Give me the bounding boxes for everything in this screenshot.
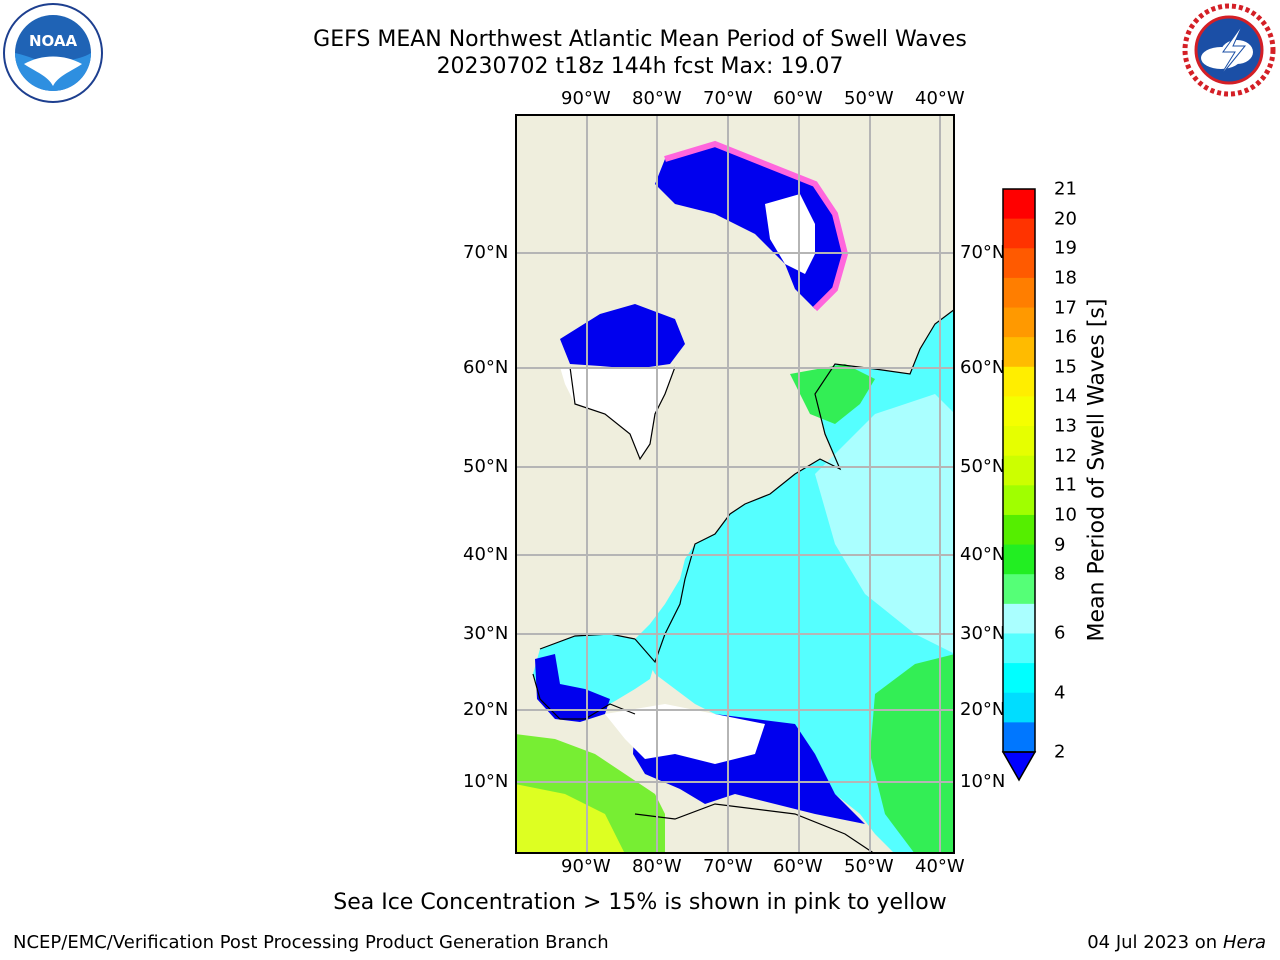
colorbar-title: Mean Period of Swell Waves [s] bbox=[1084, 298, 1110, 642]
lon-label-top: 70°W bbox=[703, 88, 753, 109]
footer-date-text: 04 Jul 2023 on bbox=[1087, 932, 1223, 953]
lon-label-bottom: 90°W bbox=[561, 856, 611, 877]
labrador-sea-green bbox=[790, 364, 875, 424]
lon-label-bottom: 60°W bbox=[773, 856, 823, 877]
hudson-bay bbox=[560, 304, 685, 369]
footer-date: 04 Jul 2023 on Hera bbox=[1087, 932, 1266, 953]
subtropical-light-cyan bbox=[815, 394, 955, 654]
colorbar-tick-label: 14 bbox=[1054, 385, 1077, 407]
colorbar-segment bbox=[1003, 692, 1035, 723]
colorbar-segment bbox=[1003, 218, 1035, 249]
colorbar-tick-label: 17 bbox=[1054, 297, 1077, 319]
colorbar-extend-triangle bbox=[1001, 751, 1037, 782]
colorbar-tick-label: 16 bbox=[1054, 326, 1077, 348]
lon-label-top: 50°W bbox=[844, 88, 894, 109]
nws-emblem-icon bbox=[1181, 2, 1277, 98]
nws-logo bbox=[1179, 0, 1279, 100]
colorbar-segment bbox=[1003, 603, 1035, 634]
colorbar-segment bbox=[1003, 663, 1035, 694]
footer-credit: NCEP/EMC/Verification Post Processing Pr… bbox=[13, 932, 609, 953]
lat-label-left: 40°N bbox=[463, 544, 509, 565]
map-frame bbox=[515, 114, 955, 854]
colorbar-tick-label: 8 bbox=[1054, 563, 1066, 585]
hudson-bay-ice bbox=[560, 367, 675, 459]
colorbar-segment bbox=[1003, 396, 1035, 427]
lon-label-bottom: 40°W bbox=[915, 856, 965, 877]
colorbar-tick-label: 2 bbox=[1054, 741, 1066, 763]
colorbar-segment bbox=[1003, 544, 1035, 575]
lon-label-bottom: 50°W bbox=[844, 856, 894, 877]
colorbar-tick-label: 9 bbox=[1054, 534, 1066, 556]
lat-label-right: 20°N bbox=[960, 699, 1006, 720]
lat-label-left: 10°N bbox=[463, 771, 509, 792]
colorbar-tick-label: 6 bbox=[1054, 622, 1066, 644]
chart-title: GEFS MEAN Northwest Atlantic Mean Period… bbox=[0, 26, 1280, 80]
colorbar-segment bbox=[1003, 455, 1035, 486]
colorbar-tick-label: 10 bbox=[1054, 504, 1077, 526]
colorbar-segment bbox=[1003, 307, 1035, 338]
tropical-atlantic-green bbox=[870, 654, 955, 854]
lon-label-top: 40°W bbox=[915, 88, 965, 109]
title-line-1: GEFS MEAN Northwest Atlantic Mean Period… bbox=[313, 27, 967, 52]
lat-label-left: 50°N bbox=[463, 456, 509, 477]
lat-label-right: 10°N bbox=[960, 771, 1006, 792]
lat-label-right: 30°N bbox=[960, 623, 1006, 644]
colorbar-segment bbox=[1003, 277, 1035, 309]
lat-label-left: 30°N bbox=[463, 623, 509, 644]
lat-label-right: 60°N bbox=[960, 357, 1006, 378]
title-line-2: 20230702 t18z 144h fcst Max: 19.07 bbox=[436, 54, 844, 79]
colorbar-segments bbox=[1003, 189, 1035, 753]
baffin-ice-edge bbox=[664, 140, 849, 312]
noaa-logo: NOAA bbox=[2, 2, 104, 104]
lat-label-right: 40°N bbox=[960, 544, 1006, 565]
colorbar-tick-label: 11 bbox=[1054, 474, 1077, 496]
noaa-wordmark: NOAA bbox=[29, 32, 78, 50]
colorbar-tick-label: 18 bbox=[1054, 267, 1077, 289]
colorbar-segment bbox=[1003, 426, 1035, 457]
south-america-yellow-period bbox=[515, 784, 625, 854]
lat-label-left: 20°N bbox=[463, 699, 509, 720]
gulf-low-period bbox=[535, 654, 610, 722]
colorbar bbox=[1001, 188, 1037, 782]
colorbar-segment bbox=[1003, 574, 1035, 605]
lon-label-bottom: 70°W bbox=[703, 856, 753, 877]
colorbar-segment bbox=[1003, 722, 1035, 753]
footer-machine: Hera bbox=[1222, 932, 1266, 953]
colorbar-tick-label: 13 bbox=[1054, 415, 1077, 437]
lon-label-top: 60°W bbox=[773, 88, 823, 109]
caribbean-ice-white bbox=[605, 704, 765, 764]
colorbar-frame bbox=[1002, 188, 1036, 753]
colorbar-tick-label: 19 bbox=[1054, 237, 1077, 259]
colorbar-tick-label: 15 bbox=[1054, 356, 1077, 378]
lon-label-top: 90°W bbox=[561, 88, 611, 109]
colorbar-segment bbox=[1003, 337, 1035, 368]
colorbar-tick-label: 21 bbox=[1054, 178, 1077, 200]
graticule bbox=[515, 114, 955, 854]
lat-label-left: 70°N bbox=[463, 242, 509, 263]
colorbar-segment bbox=[1003, 485, 1035, 516]
lat-label-left: 60°N bbox=[463, 357, 509, 378]
sea-ice-caption: Sea Ice Concentration > 15% is shown in … bbox=[333, 890, 947, 915]
colorbar-tick-label: 4 bbox=[1054, 682, 1066, 704]
noaa-emblem-icon: NOAA bbox=[3, 3, 103, 103]
lon-label-bottom: 80°W bbox=[632, 856, 682, 877]
colorbar-segment bbox=[1003, 633, 1035, 664]
colorbar-tick-label: 20 bbox=[1054, 208, 1077, 230]
lat-label-right: 70°N bbox=[960, 242, 1006, 263]
colorbar-segment bbox=[1003, 189, 1035, 220]
colorbar-tick-label: 12 bbox=[1054, 445, 1077, 467]
colorbar-segment bbox=[1003, 514, 1035, 546]
colorbar-segment bbox=[1003, 248, 1035, 279]
map-panel bbox=[515, 114, 955, 854]
lon-label-top: 80°W bbox=[632, 88, 682, 109]
lat-label-right: 50°N bbox=[960, 456, 1006, 477]
colorbar-segment bbox=[1003, 366, 1035, 397]
